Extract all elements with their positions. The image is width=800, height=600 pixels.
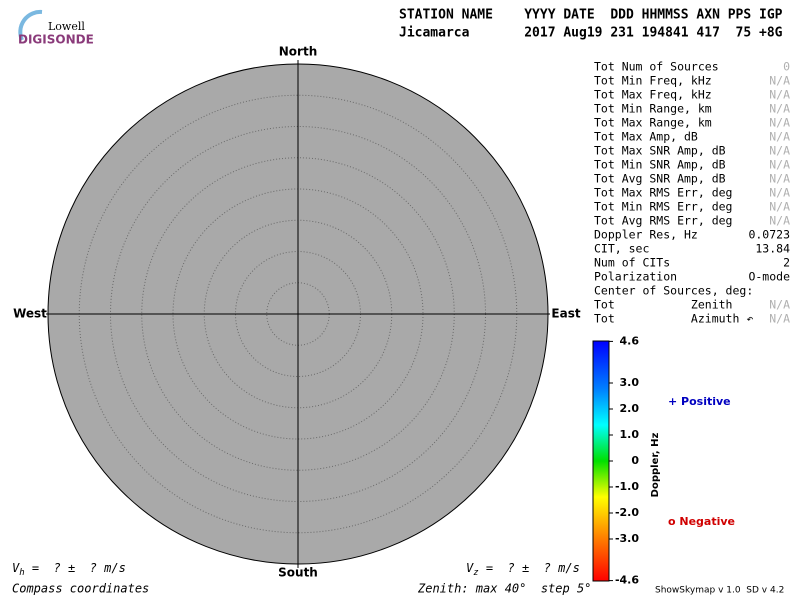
row-value: N/A	[769, 130, 790, 144]
logo-top: Lowell	[48, 20, 85, 33]
row-value: 0	[783, 60, 790, 74]
row-value: 13.84	[755, 242, 790, 256]
row-value: N/A	[769, 102, 790, 116]
row-value: N/A	[769, 186, 790, 200]
row-label: Tot Avg RMS Err, deg	[594, 214, 732, 228]
row-label: Tot Num of Sources	[594, 60, 719, 74]
row-label: Tot Min Freq, kHz	[594, 74, 712, 88]
row-value: N/A	[769, 172, 790, 186]
row-value: N/A	[769, 158, 790, 172]
row-label: Tot Max RMS Err, deg	[594, 186, 732, 200]
row-label: Doppler Res, Hz	[594, 228, 698, 242]
colorbar-tick-label: -4.6	[615, 574, 639, 587]
header-line: Jicamarca 2017 Aug19 231 194841 417 75 +…	[399, 26, 783, 41]
direction-label: West	[13, 307, 47, 321]
coords: Compass coordinates	[12, 582, 149, 596]
row-label: Tot Max Range, km	[594, 116, 712, 130]
colorbar-tick-label: 3.0	[620, 376, 640, 389]
row-value: N/A	[769, 88, 790, 102]
legend-negative: o Negative	[668, 515, 735, 528]
logo-bottom: DIGISONDE	[18, 33, 94, 47]
row-label: Tot Min Range, km	[594, 102, 712, 116]
colorbar-tick-label: -3.0	[615, 532, 639, 545]
direction-label: South	[278, 566, 318, 580]
row-value: N/A	[769, 200, 790, 214]
row-value: N/A	[769, 144, 790, 158]
row-label: Tot Zenith	[594, 298, 732, 312]
colorbar-tick-label: -2.0	[615, 506, 639, 519]
row-label: Tot Max SNR Amp, dB	[594, 144, 726, 158]
row-value: N/A	[769, 74, 790, 88]
legend-positive: + Positive	[668, 395, 731, 408]
colorbar-tick-label: 2.0	[620, 402, 640, 415]
row-label: Tot Min SNR Amp, dB	[594, 158, 726, 172]
row-value: N/A	[769, 312, 790, 326]
vz-sub: z	[473, 568, 478, 578]
row-label: Tot Avg SNR Amp, dB	[594, 172, 726, 186]
version: ShowSkymap v 1.0 SD v 4.2	[655, 586, 784, 596]
row-label: Tot Max Freq, kHz	[594, 88, 712, 102]
logo-arc	[18, 9, 43, 41]
vz-symbol: V	[466, 561, 474, 575]
direction-label: North	[279, 45, 317, 59]
vh-text: = ? ± ? m/s	[25, 561, 126, 575]
row-label: Tot Max Amp, dB	[594, 130, 698, 144]
row-value: 2	[783, 256, 790, 270]
row-label: Tot Azimuth ↶	[594, 312, 753, 326]
colorbar-tick-label: 0	[631, 454, 639, 467]
row-label: Num of CITs	[594, 256, 670, 270]
vh-sub: h	[19, 568, 24, 578]
zenith-note: Zenith: max 40° step 5°	[417, 582, 591, 596]
colorbar-tick-label: 1.0	[620, 428, 640, 441]
vh: Vh = ? ± ? m/s	[12, 561, 126, 578]
direction-label: East	[551, 307, 580, 321]
colorbar-ticks: 4.6 3.0 2.0 1.0 0 -1.0 -2.0 -3.0 -4.6	[609, 334, 640, 587]
stats-table: Tot Num of Sources 0 Tot Min Freq, kHz N/A T…	[594, 60, 790, 326]
colorbar	[592, 340, 610, 582]
sky-plot: North South West East	[13, 45, 581, 580]
colorbar-title: Doppler, Hz	[650, 433, 661, 498]
vh-symbol: V	[12, 561, 20, 575]
row-value: N/A	[769, 298, 790, 312]
row-label: Polarization	[594, 270, 677, 284]
row-value: O-mode	[748, 270, 790, 284]
row-value: 0.0723	[748, 228, 790, 242]
row-label: CIT, sec	[594, 242, 649, 256]
header-line: STATION NAME YYYY DATE DDD HHMMSS AXN PP…	[399, 8, 783, 23]
colorbar-tick-label: 4.6	[620, 334, 640, 347]
row-label: Center of Sources, deg:	[594, 284, 753, 298]
row-value: N/A	[769, 116, 790, 130]
row-label: Tot Min RMS Err, deg	[594, 200, 732, 214]
colorbar-tick-label: -1.0	[615, 480, 639, 493]
vz: Vz = ? ± ? m/s	[466, 561, 580, 578]
vz-text: = ? ± ? m/s	[479, 561, 580, 575]
row-value: N/A	[769, 214, 790, 228]
